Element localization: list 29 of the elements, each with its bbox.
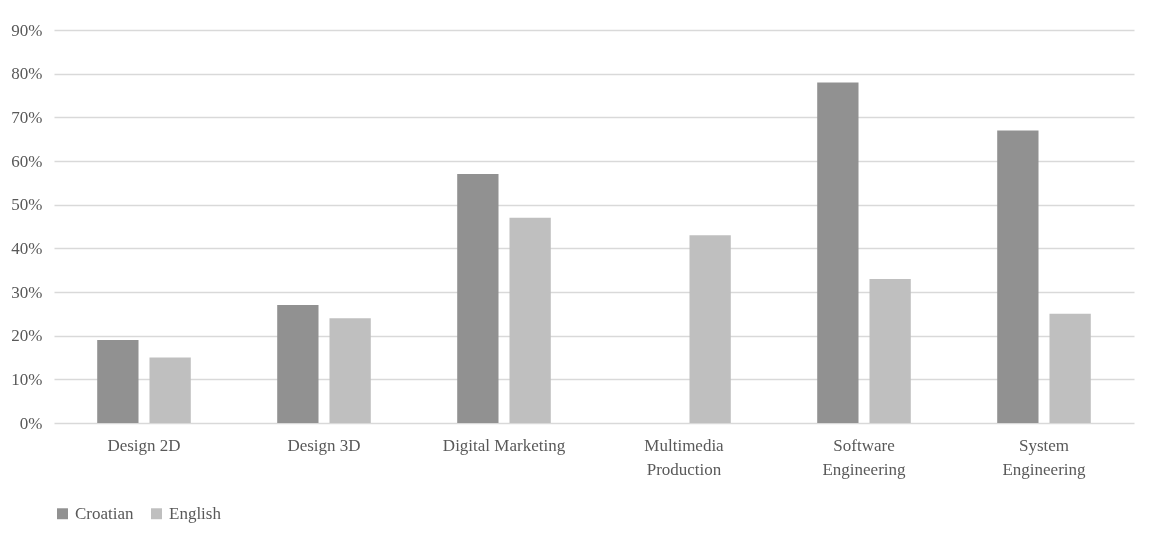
y-tick-label: 70% bbox=[11, 107, 43, 127]
y-tick-label: 0% bbox=[19, 413, 43, 433]
y-tick-label: 10% bbox=[11, 369, 43, 389]
x-tick-label: Design 2D bbox=[107, 435, 181, 455]
x-tick-label: Software Engineering bbox=[822, 435, 907, 479]
bar bbox=[277, 305, 319, 423]
y-tick-label: 80% bbox=[11, 64, 43, 84]
x-tick-label: Digital Marketing bbox=[442, 435, 566, 455]
y-tick-label: 20% bbox=[11, 326, 43, 346]
legend-label: English bbox=[169, 503, 222, 523]
bar bbox=[817, 82, 859, 423]
y-tick-label: 40% bbox=[11, 238, 43, 258]
y-tick-label: 90% bbox=[11, 20, 43, 40]
y-tick-label: 50% bbox=[11, 195, 43, 215]
bar bbox=[997, 130, 1039, 423]
y-tick-label: 30% bbox=[11, 282, 43, 302]
bar bbox=[509, 217, 551, 423]
bar bbox=[689, 235, 731, 423]
bar bbox=[457, 174, 499, 423]
bar bbox=[329, 318, 371, 423]
bar bbox=[1049, 313, 1091, 423]
bar bbox=[869, 278, 911, 423]
legend-label: Croatian bbox=[75, 503, 135, 523]
x-tick-label: Multimedia Production bbox=[644, 435, 725, 479]
bar bbox=[97, 340, 139, 423]
x-tick-label: Design 3D bbox=[287, 435, 361, 455]
x-tick-label: System Engineering bbox=[1002, 435, 1087, 479]
bar bbox=[149, 357, 191, 423]
y-tick-label: 60% bbox=[11, 151, 43, 171]
